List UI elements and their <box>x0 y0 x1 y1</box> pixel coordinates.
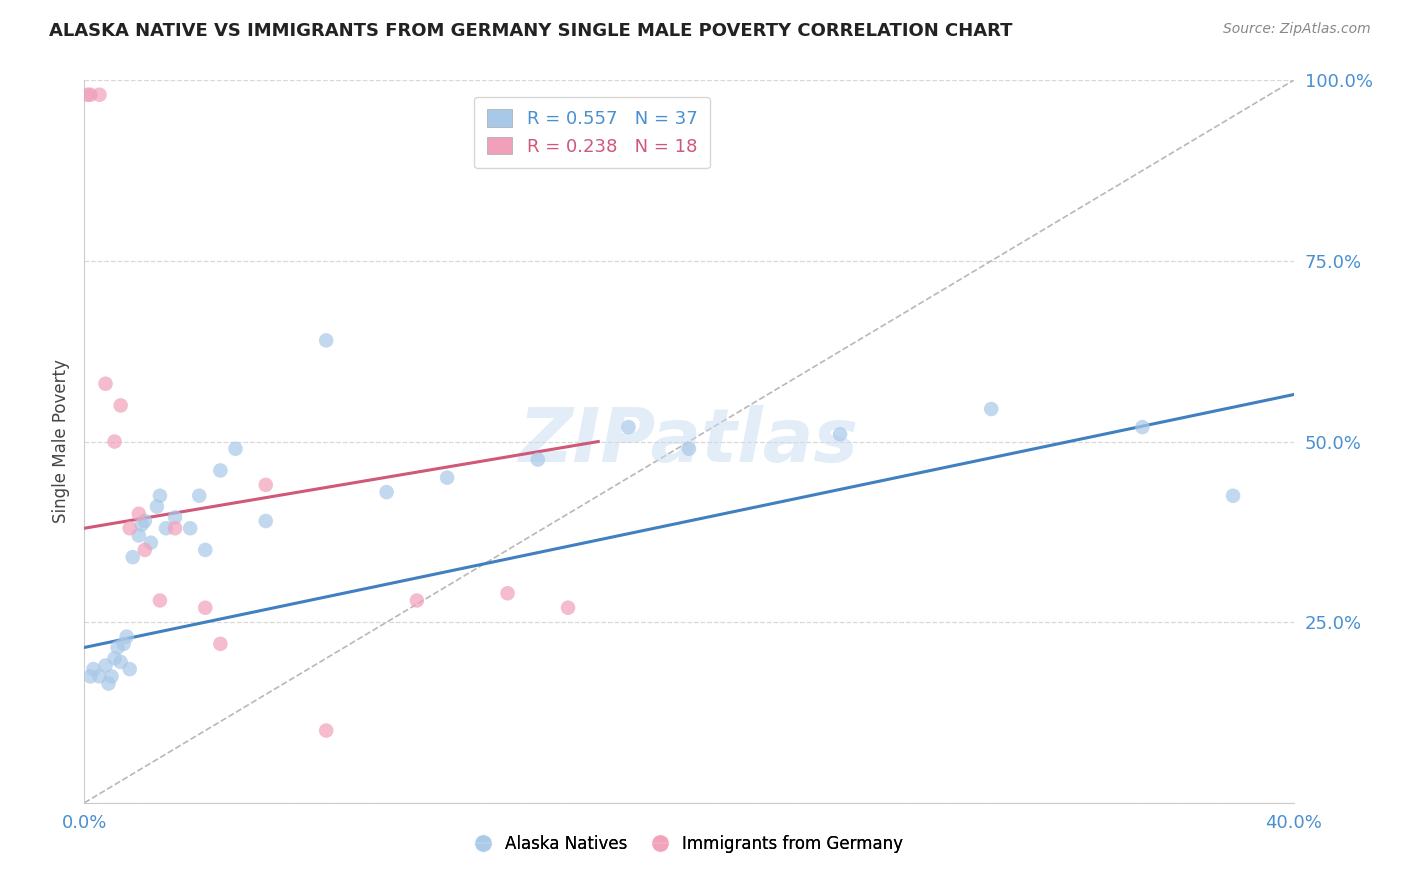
Point <box>89 87 111 102</box>
Point <box>179 521 201 535</box>
Point <box>112 637 135 651</box>
Point <box>209 463 232 477</box>
Point <box>82 662 104 676</box>
Point <box>155 521 177 535</box>
Point <box>315 334 337 348</box>
Point <box>980 402 1002 417</box>
Point <box>406 593 429 607</box>
Point <box>107 640 129 655</box>
Point <box>209 637 232 651</box>
Point <box>79 87 101 102</box>
Point <box>194 542 217 557</box>
Point <box>254 478 277 492</box>
Point <box>131 517 153 532</box>
Point <box>94 376 117 391</box>
Point <box>1222 489 1244 503</box>
Point <box>375 485 398 500</box>
Point <box>118 521 141 535</box>
Text: Source: ZipAtlas.com: Source: ZipAtlas.com <box>1223 22 1371 37</box>
Point <box>315 723 337 738</box>
Point <box>146 500 169 514</box>
Point <box>149 593 172 607</box>
Point <box>89 669 111 683</box>
Y-axis label: Single Male Poverty: Single Male Poverty <box>52 359 70 524</box>
Point <box>76 87 98 102</box>
Point <box>496 586 519 600</box>
Point <box>225 442 247 456</box>
Point <box>104 651 127 665</box>
Point <box>149 489 172 503</box>
Point <box>128 528 150 542</box>
Point <box>118 662 141 676</box>
Point <box>194 600 217 615</box>
Point <box>188 489 211 503</box>
Point <box>94 658 117 673</box>
Legend: Alaska Natives, Immigrants from Germany: Alaska Natives, Immigrants from Germany <box>468 828 910 860</box>
Point <box>678 442 700 456</box>
Point <box>527 452 550 467</box>
Point <box>110 398 132 412</box>
Text: ZIPatlas: ZIPatlas <box>519 405 859 478</box>
Point <box>97 676 120 690</box>
Text: ALASKA NATIVE VS IMMIGRANTS FROM GERMANY SINGLE MALE POVERTY CORRELATION CHART: ALASKA NATIVE VS IMMIGRANTS FROM GERMANY… <box>49 22 1012 40</box>
Point <box>165 510 187 524</box>
Point <box>134 542 156 557</box>
Point <box>165 521 187 535</box>
Point <box>134 514 156 528</box>
Point <box>115 630 138 644</box>
Point <box>121 550 143 565</box>
Point <box>436 470 458 484</box>
Point <box>139 535 162 549</box>
Point <box>79 669 101 683</box>
Point <box>254 514 277 528</box>
Point <box>110 655 132 669</box>
Point <box>104 434 127 449</box>
Point <box>617 420 640 434</box>
Point <box>128 507 150 521</box>
Point <box>100 669 122 683</box>
Point <box>557 600 579 615</box>
Point <box>830 427 852 442</box>
Point <box>1130 420 1153 434</box>
